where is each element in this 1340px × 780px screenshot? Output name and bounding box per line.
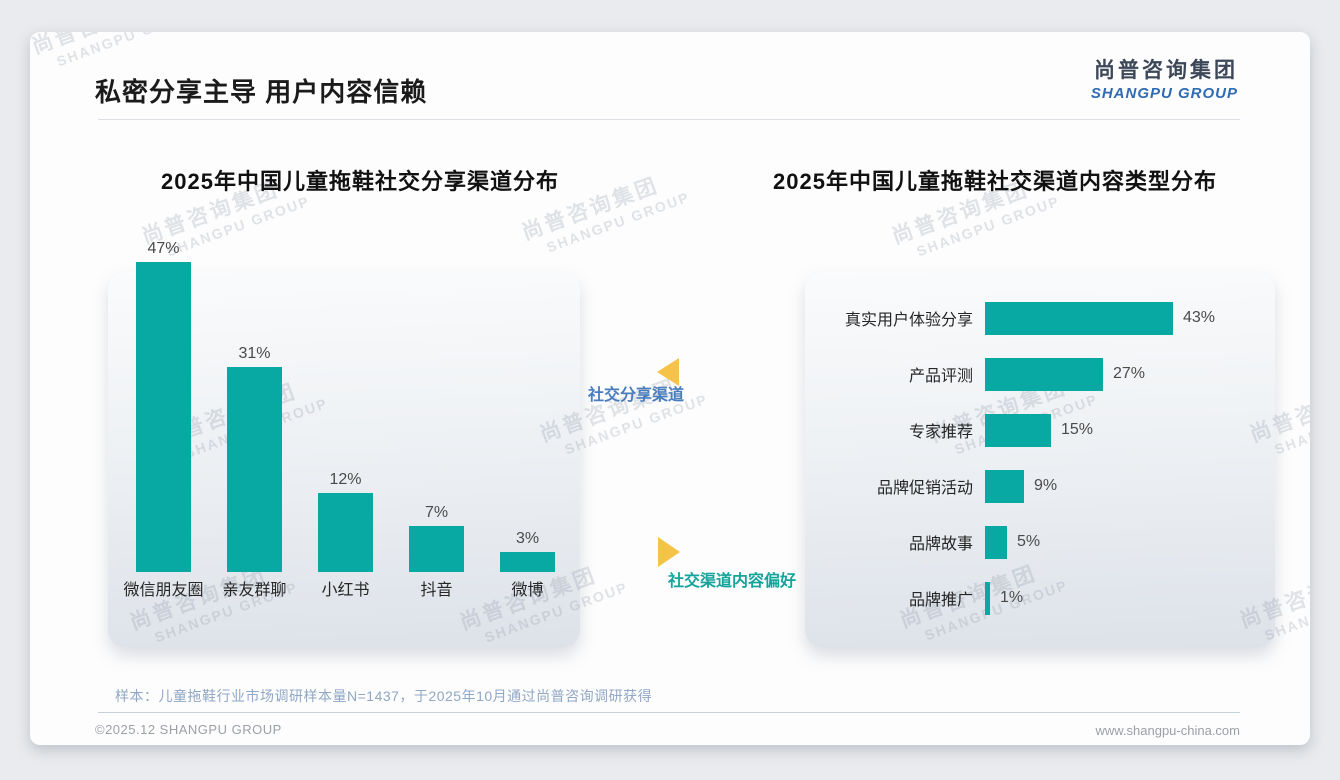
bar-value-label: 12% [329,471,362,488]
bar-row: 真实用户体验分享 43% [818,290,1268,346]
page-title: 私密分享主导 用户内容信赖 [95,77,428,107]
bar-value-label: 1% [1000,589,1024,606]
sample-note: 样本：儿童拖鞋行业市场调研样本量N=1437，于2025年10月通过尚普咨询调研… [115,688,653,704]
bar-row: 品牌促销活动 9% [818,458,1268,514]
bar-value-label: 5% [1017,533,1041,550]
bar-category-label: 微信朋友圈 [123,582,204,599]
left-chart-title: 2025年中国儿童拖鞋社交分享渠道分布 [161,169,559,194]
bar-category-label: 亲友群聊 [222,582,287,599]
bar-category-label: 抖音 [420,582,453,599]
bar [985,413,1051,447]
bar [318,493,373,572]
copyright-text: ©2025.12 SHANGPU GROUP [95,722,282,737]
bar [985,525,1007,559]
bar-value-label: 47% [147,240,180,257]
logo-chinese-text: 尚普咨询集团 [1094,59,1238,82]
arrow-right-icon [658,537,680,567]
annotation-social-share-channels: 社交分享渠道 [588,387,685,404]
bar-category-label: 品牌推广 [908,592,973,609]
bar-value-label: 7% [424,504,449,521]
bar-category-label: 专家推荐 [908,424,973,441]
bar-category-label: 产品评测 [908,368,973,385]
arrow-left-icon [657,358,679,386]
bar [985,469,1024,503]
annotation-content-preference: 社交渠道内容偏好 [668,573,797,590]
bar-value-label: 3% [515,530,540,547]
bar-value-label: 43% [1183,309,1216,326]
bar-category-label: 微博 [511,582,544,599]
right-chart-panel [805,272,1275,648]
bar [985,581,990,615]
bar-value-label: 9% [1034,477,1058,494]
bar-row: 产品评测 27% [818,346,1268,402]
company-logo: 尚普咨询集团 SHANGPU GROUP [1091,54,1238,102]
website-text: www.shangpu-china.com [1095,723,1240,738]
bar-group: 3% 微博 [482,528,573,602]
bar-group: 12% 小红书 [300,469,391,602]
left-bar-chart: 47% 微信朋友圈 31% 亲友群聊 12% 小红书 7% 抖音 3% 微博 [118,238,573,602]
right-bar-chart: 真实用户体验分享 43% 产品评测 27% 专家推荐 15% 品牌促销活动 9% 品牌故事 5% 品… [818,290,1268,626]
bar-value-label: 27% [1113,365,1146,382]
bar-category-label: 品牌促销活动 [876,480,973,497]
bar-category-label: 小红书 [321,582,370,599]
bar-group: 7% 抖音 [391,502,482,602]
bar [136,262,191,572]
logo-english-text: SHANGPU GROUP [1090,85,1238,102]
bar-value-label: 15% [1061,421,1094,438]
bar-group: 31% 亲友群聊 [209,343,300,602]
bar-category-label: 真实用户体验分享 [844,312,973,329]
bar-row: 专家推荐 15% [818,402,1268,458]
bar [500,552,555,572]
bar-row: 品牌故事 5% [818,514,1268,570]
bar [409,526,464,572]
bar-row: 品牌推广 1% [818,570,1268,626]
bar-category-label: 品牌故事 [908,536,973,553]
right-chart-title: 2025年中国儿童拖鞋社交渠道内容类型分布 [773,169,1217,194]
bar [227,367,282,572]
header-divider [98,119,1240,120]
bar [985,357,1103,391]
bar-group: 47% 微信朋友圈 [118,238,209,602]
bar-value-label: 31% [238,345,271,362]
bar [985,301,1173,335]
footer-divider [98,712,1240,713]
